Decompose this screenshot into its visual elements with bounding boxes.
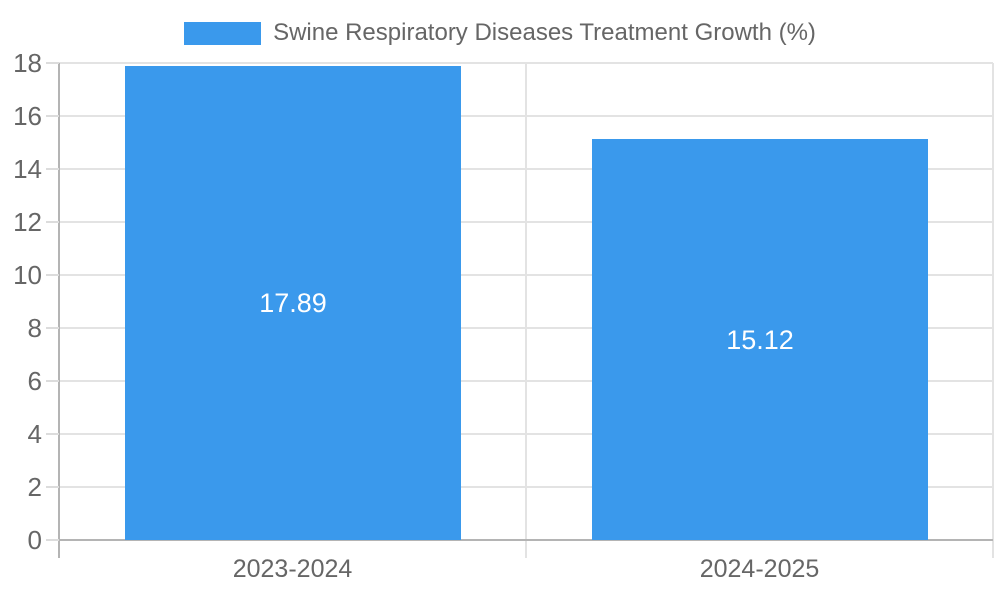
bar-value-label-2023-2024: 17.89 — [259, 288, 327, 318]
x-axis-label-2023-2024: 2023-2024 — [232, 555, 353, 583]
y-axis-label-6: 6 — [27, 366, 42, 396]
y-axis-label-2: 2 — [27, 472, 42, 502]
bar-2024-2025[interactable] — [592, 139, 928, 540]
y-tick-16 — [46, 115, 59, 117]
legend-label: Swine Respiratory Diseases Treatment Gro… — [273, 19, 816, 46]
category-boundary-1 — [525, 63, 527, 558]
y-tick-6 — [46, 380, 59, 382]
bar-value-label-2024-2025: 15.12 — [726, 325, 794, 355]
y-tick-8 — [46, 327, 59, 329]
y-axis-label-12: 12 — [13, 207, 42, 237]
y-axis-label-14: 14 — [13, 154, 42, 184]
y-axis-label-8: 8 — [27, 313, 42, 343]
y-tick-4 — [46, 433, 59, 435]
y-axis-label-16: 16 — [13, 101, 42, 131]
category-boundary-2 — [992, 63, 994, 558]
legend[interactable]: Swine Respiratory Diseases Treatment Gro… — [0, 12, 1000, 54]
category-boundary-0 — [58, 63, 60, 558]
y-tick-2 — [46, 486, 59, 488]
y-tick-10 — [46, 274, 59, 276]
x-axis-label-2024-2025: 2024-2025 — [699, 555, 820, 583]
y-axis-label-18: 18 — [13, 48, 42, 78]
bar-2023-2024[interactable] — [125, 65, 461, 540]
y-tick-18 — [46, 62, 59, 64]
y-tick-0 — [46, 539, 59, 541]
x-axis-line — [59, 539, 993, 541]
y-tick-12 — [46, 221, 59, 223]
y-axis-label-4: 4 — [27, 419, 42, 449]
y-axis-label-10: 10 — [13, 260, 42, 290]
legend-swatch-icon — [184, 21, 262, 45]
y-axis-label-0: 0 — [27, 525, 42, 555]
y-tick-14 — [46, 168, 59, 170]
